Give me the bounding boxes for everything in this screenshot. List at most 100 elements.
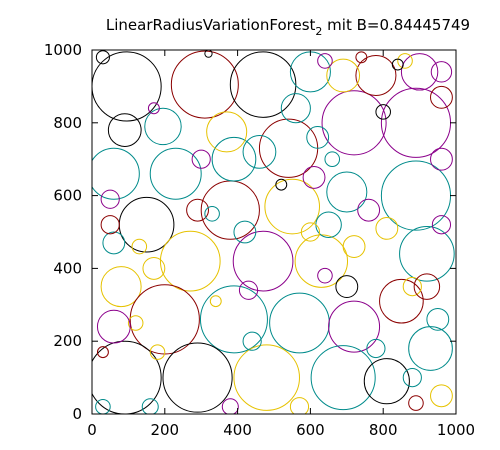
data-circle-45 xyxy=(426,307,450,331)
data-circle-64 xyxy=(355,51,368,64)
data-circle-42 xyxy=(375,216,399,240)
data-circle-16 xyxy=(269,292,330,354)
data-circle-55 xyxy=(302,165,326,189)
axis-ticks: 0 200 400 600 800 1000 0 200 400 600 800 1000 xyxy=(44,41,475,439)
data-circle-15 xyxy=(199,285,268,354)
data-circle-54 xyxy=(96,309,131,344)
data-circle-70 xyxy=(242,331,262,351)
data-circle-19 xyxy=(92,340,162,414)
data-circle-66 xyxy=(317,53,333,69)
x-tick-label-600: 600 xyxy=(296,421,325,439)
x-tick-label-800: 800 xyxy=(369,421,398,439)
y-tick-label-0: 0 xyxy=(72,405,82,423)
data-circle-3 xyxy=(229,51,297,118)
data-circle-18 xyxy=(379,278,424,324)
data-circle-75 xyxy=(95,398,111,414)
data-circle-4 xyxy=(321,90,387,156)
data-circle-27 xyxy=(149,147,202,200)
data-circle-20 xyxy=(162,342,233,413)
data-circle-51 xyxy=(102,231,126,255)
data-circle-43 xyxy=(357,198,381,222)
chart-title-subscript: 2 xyxy=(315,25,322,38)
data-circle-69 xyxy=(147,102,160,115)
data-circle-68 xyxy=(95,50,110,65)
data-circle-44 xyxy=(402,277,422,297)
data-circle-85 xyxy=(191,149,211,169)
data-circle-39 xyxy=(107,113,142,147)
data-circle-6 xyxy=(380,160,452,231)
data-circle-76 xyxy=(141,398,159,414)
data-circle-48 xyxy=(238,280,259,300)
data-circle-67 xyxy=(391,58,404,71)
data-circle-58 xyxy=(300,222,320,242)
data-circle-74 xyxy=(96,346,109,359)
data-circle-10 xyxy=(232,230,294,292)
y-tick-label-1000: 1000 xyxy=(44,41,82,59)
data-circle-8 xyxy=(200,180,260,240)
plot-frame xyxy=(91,49,457,415)
data-circle-37 xyxy=(289,51,331,93)
data-circle-56 xyxy=(324,151,341,167)
data-circle-28 xyxy=(92,147,140,200)
data-circle-46 xyxy=(413,273,441,300)
data-circle-11 xyxy=(294,234,349,288)
chart-title: LinearRadiusVariationForest2 mit B=0.844… xyxy=(106,16,470,38)
data-circle-13 xyxy=(100,266,142,308)
data-circle-60 xyxy=(430,147,453,171)
data-circle-78 xyxy=(289,397,310,414)
data-circle-5 xyxy=(380,87,452,158)
data-circle-71 xyxy=(366,338,386,359)
y-tick-label-800: 800 xyxy=(53,114,82,132)
data-circle-9 xyxy=(159,230,221,292)
data-circle-24 xyxy=(408,326,453,371)
data-circle-31 xyxy=(144,107,182,146)
chart-title-main: LinearRadiusVariationForest xyxy=(106,16,316,34)
data-circle-72 xyxy=(209,295,222,308)
data-circle-25 xyxy=(264,178,321,235)
data-circle-40 xyxy=(100,189,120,209)
chart-title-suffix: mit B=0.84445749 xyxy=(322,16,470,34)
data-circle-82 xyxy=(317,267,333,284)
data-circle-86 xyxy=(306,125,330,149)
data-circle-52 xyxy=(100,215,120,235)
data-circle-1 xyxy=(92,51,162,122)
x-tick-label-400: 400 xyxy=(223,421,252,439)
data-circle-83 xyxy=(342,235,366,258)
data-circle-81 xyxy=(402,368,422,388)
y-tick-label-400: 400 xyxy=(53,259,82,277)
data-circle-87 xyxy=(204,50,213,58)
x-tick-label-200: 200 xyxy=(150,421,179,439)
data-circle-22 xyxy=(310,345,376,411)
data-circle-14 xyxy=(129,284,200,355)
data-circle-26 xyxy=(326,171,368,213)
data-circle-80 xyxy=(408,395,424,411)
data-circle-57 xyxy=(233,220,257,244)
data-circle-2 xyxy=(170,50,239,119)
data-circle-53 xyxy=(127,315,144,331)
data-circle-29 xyxy=(211,136,257,182)
data-circle-23 xyxy=(363,358,410,405)
data-circle-47 xyxy=(335,275,359,299)
data-circle-84 xyxy=(186,198,209,222)
y-tick-label-600: 600 xyxy=(53,187,82,205)
data-circle-21 xyxy=(233,344,300,411)
data-circle-36 xyxy=(355,54,397,97)
data-circle-59 xyxy=(431,215,452,235)
data-circle-30 xyxy=(258,118,319,178)
data-circle-79 xyxy=(430,384,453,408)
data-circle-62 xyxy=(430,61,453,83)
data-circle-73 xyxy=(149,344,166,360)
data-circle-17 xyxy=(328,300,381,353)
data-circle-63 xyxy=(397,53,413,69)
x-tick-label-1000: 1000 xyxy=(437,421,475,439)
data-circle-65 xyxy=(375,104,391,120)
data-circle-32 xyxy=(206,111,248,153)
data-circle-38 xyxy=(326,58,361,93)
data-circle-88 xyxy=(204,206,220,222)
data-circle-49 xyxy=(131,238,148,255)
circles-layer xyxy=(92,50,455,414)
data-circle-12 xyxy=(399,226,455,282)
data-circle-77 xyxy=(221,398,239,414)
data-circle-61 xyxy=(430,85,453,109)
